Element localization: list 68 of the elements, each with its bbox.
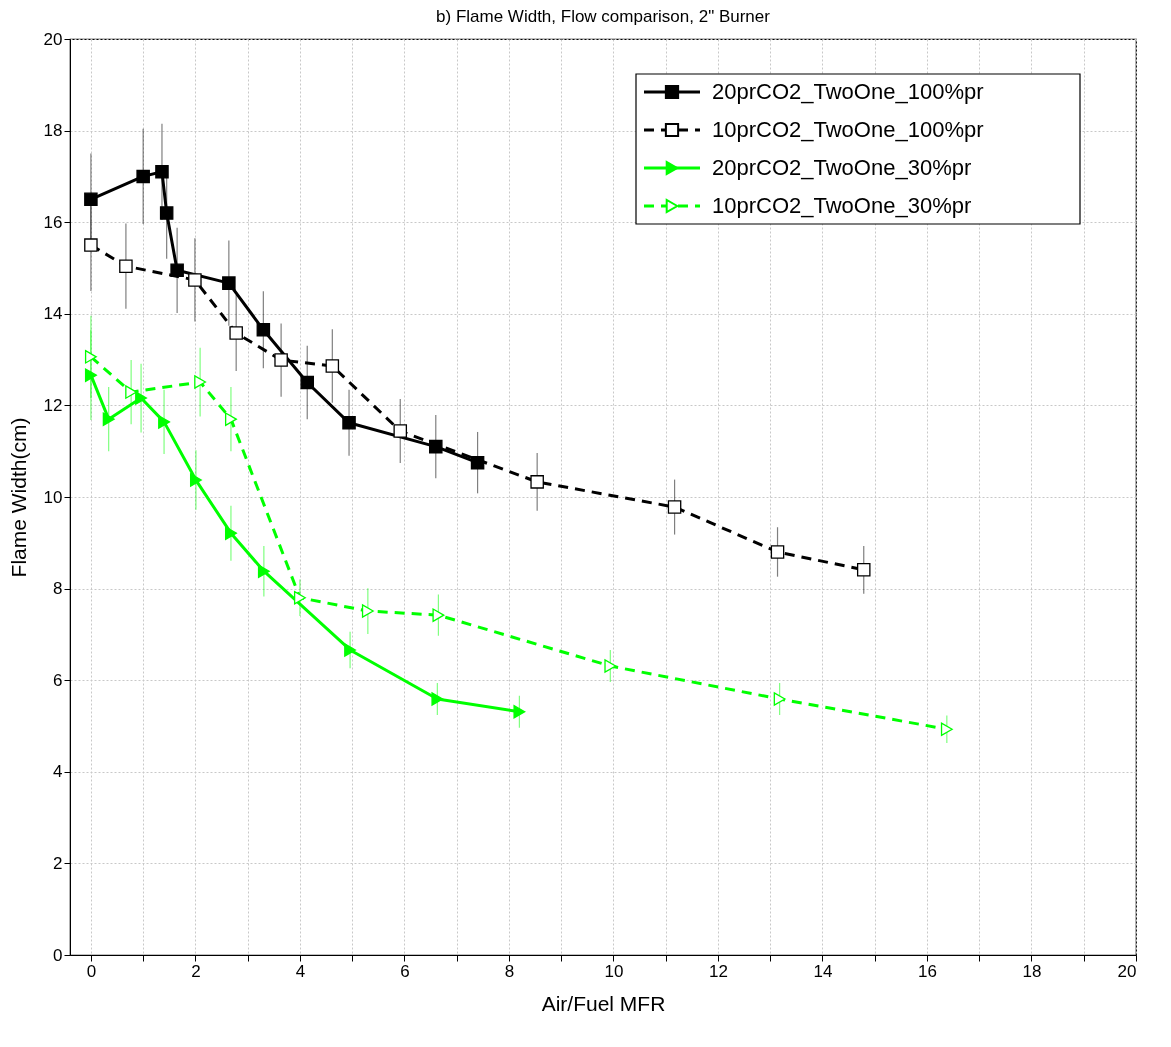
- point: [224, 526, 237, 540]
- point: [194, 375, 207, 389]
- y-tick-label: 6: [53, 670, 63, 690]
- point: [300, 375, 315, 390]
- x-tick-label: 2: [191, 961, 201, 981]
- x-tick-label: 4: [295, 961, 306, 981]
- point: [342, 416, 356, 430]
- x-tick-label: 0: [86, 961, 97, 981]
- point: [344, 643, 357, 657]
- x-tick-label: 18: [1022, 961, 1042, 981]
- y-axis-title: Flame Width(cm): [6, 417, 30, 578]
- y-tick-label: 10: [43, 487, 63, 507]
- point: [135, 391, 148, 405]
- point: [136, 169, 150, 184]
- x-tick-label: 20: [1117, 961, 1137, 981]
- legend-label: 10prCO2_TwoOne_100%pr: [712, 117, 984, 142]
- y-tick-label: 20: [43, 29, 63, 49]
- point: [513, 705, 526, 719]
- x-tick-label: 16: [918, 961, 937, 981]
- point: [159, 206, 174, 220]
- point: [84, 368, 97, 382]
- point: [940, 722, 953, 736]
- point: [155, 165, 169, 179]
- x-tick-label: 8: [504, 961, 515, 981]
- point: [393, 424, 408, 438]
- point: [856, 563, 871, 577]
- point: [773, 692, 786, 706]
- chart-title: b) Flame Width, Flow comparison, 2" Burner: [436, 7, 771, 26]
- point: [84, 192, 98, 207]
- x-axis-title: Air/Fuel MFR: [541, 991, 666, 1015]
- point: [229, 326, 243, 340]
- point: [361, 604, 374, 618]
- point: [158, 415, 171, 429]
- y-tick-label: 8: [53, 579, 63, 599]
- legend-label: 20prCO2_TwoOne_100%pr: [712, 79, 984, 104]
- y-tick-label: 0: [53, 945, 63, 965]
- y-tick-label: 18: [43, 121, 63, 141]
- point: [188, 273, 202, 287]
- legend-label: 10prCO2_TwoOne_30%pr: [712, 193, 972, 218]
- point: [84, 350, 97, 364]
- point: [119, 259, 133, 273]
- point: [293, 590, 306, 605]
- point: [224, 412, 237, 426]
- y-tick-label: 2: [53, 853, 63, 873]
- point: [84, 238, 98, 252]
- x-tick-label: 6: [400, 961, 410, 981]
- y-tick-label: 14: [43, 304, 63, 324]
- point: [325, 359, 340, 373]
- legend-label: 20prCO2_TwoOne_30%pr: [712, 155, 972, 180]
- point: [770, 545, 785, 559]
- y-tick-label: 12: [43, 395, 63, 415]
- point: [222, 276, 236, 290]
- point: [125, 385, 138, 399]
- x-tick-label: 10: [604, 961, 624, 981]
- point: [256, 323, 271, 337]
- point: [604, 659, 617, 673]
- point: [530, 475, 544, 489]
- point: [102, 412, 115, 426]
- x-tick-label: 12: [709, 961, 728, 981]
- point: [431, 692, 444, 706]
- point: [257, 564, 270, 578]
- point: [274, 353, 288, 367]
- point: [189, 473, 202, 487]
- point: [432, 608, 445, 622]
- point: [667, 500, 682, 514]
- x-tick-label: 14: [813, 961, 833, 981]
- y-tick-label: 16: [43, 212, 63, 232]
- y-tick-label: 4: [53, 762, 63, 782]
